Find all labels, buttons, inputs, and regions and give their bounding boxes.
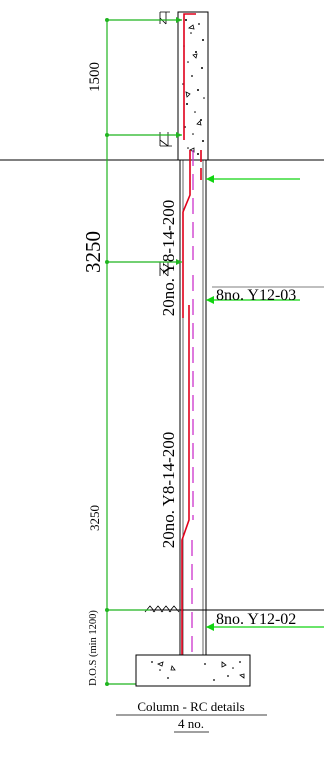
links-annotation-lower: 20no. Y8-14-200 (159, 432, 178, 548)
caption-title: Column - RC details (137, 699, 244, 714)
dimension-depth-of-soil: D.O.S (min 1200) (88, 610, 99, 686)
bars-annotation-upper: 8no. Y12-03 (216, 287, 296, 304)
footing (135, 654, 251, 687)
links-annotation-upper: 20no. Y8-14-200 (159, 200, 178, 316)
bar-leaders (206, 175, 324, 631)
bars-annotation-lower: 8no. Y12-02 (216, 611, 296, 628)
dimension-storey-lower: 3250 (87, 505, 102, 531)
secondary-rebar (191, 150, 194, 655)
dimension-chain (106, 19, 182, 685)
dimension-ticks (105, 17, 182, 686)
upper-concrete-block (177, 11, 209, 161)
caption-quantity: 4 no. (178, 716, 204, 731)
dimension-upper-height: 1500 (87, 62, 103, 92)
dimension-storey-main: 3250 (81, 231, 105, 273)
